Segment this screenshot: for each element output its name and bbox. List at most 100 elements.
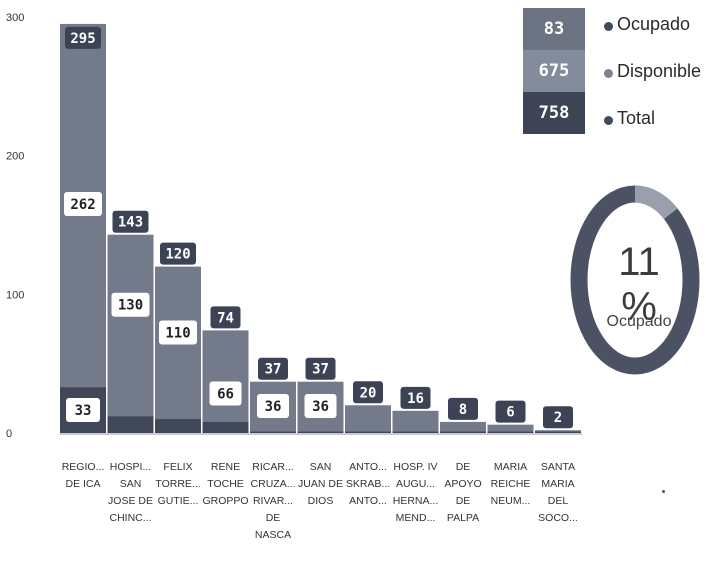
- data-label-ocupado-bg: [66, 398, 100, 422]
- legend-marker-icon: [604, 22, 613, 31]
- data-label-total: 20: [360, 385, 377, 401]
- data-label-total: 8: [459, 402, 467, 418]
- x-tick-label: NASCA: [255, 529, 291, 541]
- bar-ocupado: [487, 431, 534, 433]
- data-label-total: 295: [70, 31, 95, 47]
- data-label-total-bg: [400, 386, 431, 409]
- data-label-disponible-bg: [159, 320, 197, 345]
- data-label-disponible: 110: [165, 325, 190, 341]
- x-tick-label: CRUZA...: [251, 478, 296, 490]
- x-tick-label: PALPA: [447, 512, 479, 524]
- x-tick-label: GUTIE...: [158, 495, 199, 507]
- x-tick-label: HOSP. IV: [393, 461, 437, 473]
- x-tick-label: REICHE: [491, 478, 531, 490]
- bar-disponible: [392, 410, 439, 433]
- x-tick-label: SKRAB...: [346, 478, 390, 490]
- legend-label: Ocupado: [617, 14, 691, 34]
- data-label-total: 120: [165, 247, 190, 263]
- stray-dot: [662, 490, 665, 493]
- data-label-total: 74: [217, 310, 234, 326]
- data-label-total-bg: [112, 210, 149, 233]
- legend-marker-icon: [604, 116, 613, 125]
- x-tick-label: RICAR...: [252, 461, 293, 473]
- x-tick-label: JOSE DE: [108, 495, 153, 507]
- legend-label: Total: [617, 108, 656, 128]
- x-tick-label: DEL: [548, 495, 569, 507]
- x-tick-label: SAN: [310, 461, 332, 473]
- data-label-disponible-bg: [304, 394, 337, 418]
- x-tick-label: RENE: [211, 461, 240, 473]
- data-label-ocupado: 33: [75, 403, 92, 419]
- x-tick-label: ANTO...: [349, 495, 387, 507]
- legend: Ocupado Disponible Total: [604, 14, 701, 155]
- data-label-disponible: 262: [70, 197, 95, 213]
- data-label-disponible: 36: [265, 399, 282, 415]
- bar-disponible: [440, 421, 486, 433]
- legend-item-ocupado: Ocupado: [604, 14, 701, 61]
- bar-ocupado: [297, 431, 344, 433]
- bar-ocupado: [392, 431, 439, 433]
- summary-disponible-value: 675: [523, 50, 585, 92]
- x-tick-label: GROPPO: [202, 495, 248, 507]
- data-label-total-bg: [305, 357, 336, 380]
- donut-percent: 11 %: [618, 240, 660, 329]
- legend-label: Disponible: [617, 61, 702, 81]
- x-tick-label: RIVAR...: [253, 495, 293, 507]
- data-label-total-bg: [258, 357, 288, 380]
- summary-panel: 83 675 758: [523, 8, 585, 134]
- x-tick-label: DE: [456, 461, 471, 473]
- data-label-disponible-bg: [209, 381, 242, 406]
- data-label-total: 143: [118, 215, 143, 231]
- bar-ocupado: [155, 419, 201, 433]
- summary-ocupado-value: 83: [523, 8, 585, 50]
- bar-ocupado: [440, 431, 486, 433]
- data-label-disponible: 66: [217, 386, 234, 402]
- x-tick-label: TOCHE: [207, 478, 244, 490]
- x-tick-label: DE: [266, 512, 281, 524]
- legend-marker-icon: [604, 69, 613, 78]
- summary-total-value: 758: [523, 92, 585, 134]
- x-tick-label: SANTA: [541, 461, 575, 473]
- data-label-total-bg: [448, 397, 478, 420]
- x-tick-label: FELIX: [163, 461, 192, 473]
- x-tick-label: DE: [456, 495, 471, 507]
- bar-ocupado: [535, 431, 581, 433]
- data-label-disponible: 130: [118, 298, 143, 314]
- data-label-total-bg: [353, 381, 383, 404]
- bar-disponible: [107, 234, 154, 433]
- occupancy-donut: [570, 185, 700, 375]
- x-tick-label: MARIA: [494, 461, 527, 473]
- x-tick-label: ANTO...: [349, 461, 387, 473]
- data-label-total: 2: [554, 410, 562, 426]
- data-label-disponible: 36: [312, 399, 329, 415]
- bar-ocupado: [202, 421, 249, 433]
- bar-disponible: [345, 405, 391, 433]
- data-label-total-bg: [210, 306, 241, 329]
- x-tick-label: APOYO: [444, 478, 481, 490]
- x-tick-label: JUAN DE: [298, 478, 343, 490]
- x-tick-label: TORRE...: [155, 478, 200, 490]
- x-tick-label: HERNA...: [393, 495, 439, 507]
- data-label-total-bg: [543, 406, 573, 429]
- x-tick-label: MARIA: [541, 478, 574, 490]
- y-tick-label: 100: [6, 289, 24, 301]
- y-tick-label: 300: [6, 12, 24, 24]
- data-label-disponible-bg: [111, 292, 150, 317]
- data-label-total: 37: [265, 362, 282, 378]
- donut-label: Ocupado: [606, 313, 672, 330]
- data-label-total: 16: [407, 391, 424, 407]
- data-label-total: 6: [506, 405, 514, 421]
- bar-ocupado: [250, 431, 296, 433]
- bar-ocupado: [107, 416, 154, 433]
- x-tick-label: CHINC...: [110, 512, 152, 524]
- x-tick-label: MEND...: [396, 512, 436, 524]
- x-tick-label: AUGU...: [396, 478, 435, 490]
- data-label-total-bg: [160, 242, 196, 265]
- bar-disponible: [155, 266, 201, 433]
- x-tick-label: DIOS: [308, 495, 334, 507]
- x-axis-baseline: [60, 433, 583, 435]
- donut-occupied-arc: [634, 185, 678, 220]
- bar-disponible: [487, 424, 534, 433]
- bar-ocupado: [345, 431, 391, 433]
